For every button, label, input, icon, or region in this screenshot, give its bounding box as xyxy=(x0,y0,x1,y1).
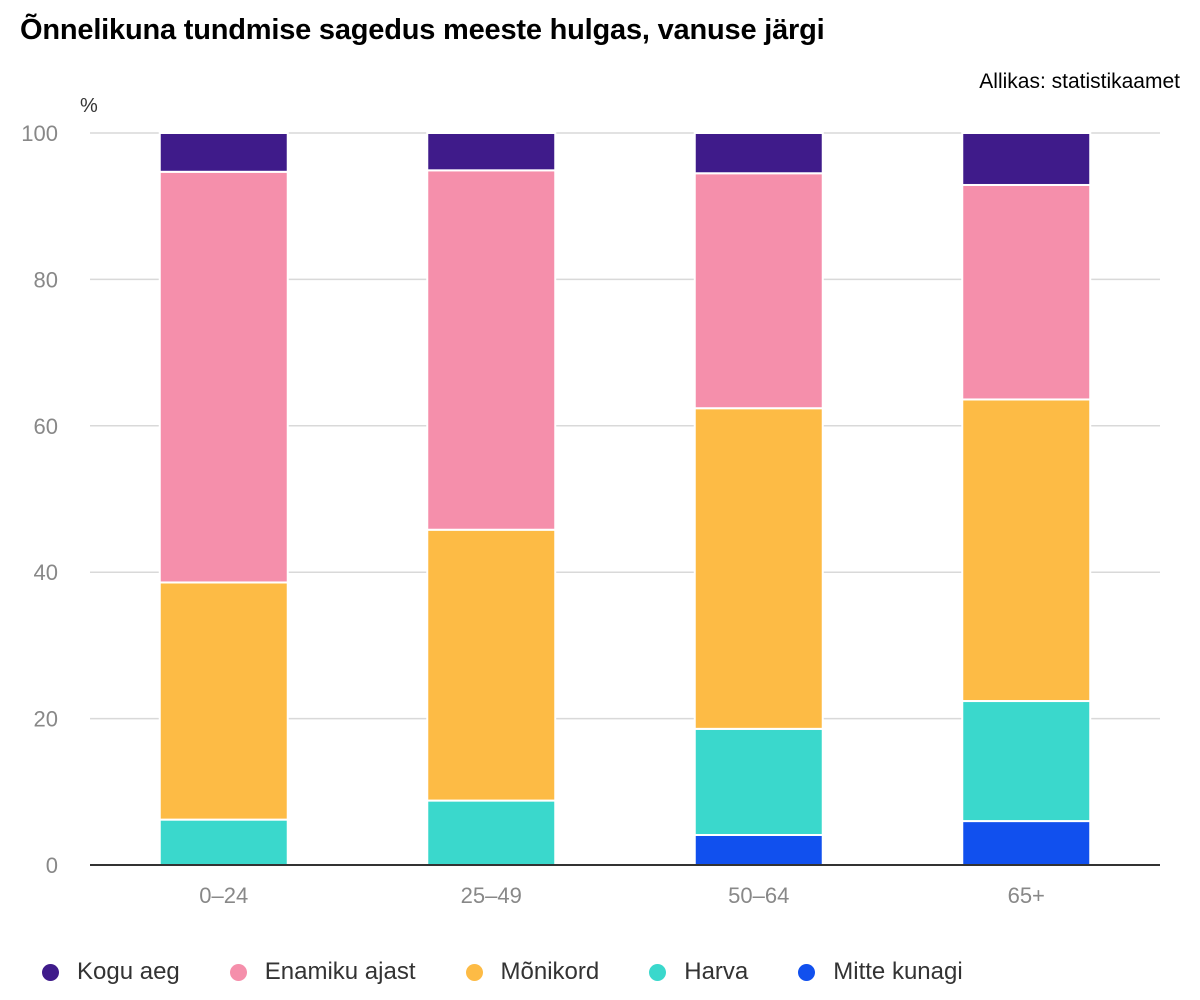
bar-stack xyxy=(158,132,289,867)
legend-label: Enamiku ajast xyxy=(264,958,416,985)
bar-stack xyxy=(426,132,557,866)
bar-segment xyxy=(693,727,824,836)
bar-segment xyxy=(961,132,1092,186)
bar-segment xyxy=(426,528,557,802)
y-tick-label: 80 xyxy=(34,267,58,292)
legend-item: Mitte kunagi xyxy=(798,958,963,986)
legend-label: Mitte kunagi xyxy=(833,958,963,985)
chart-title: Õnnelikuna tundmise sagedus meeste hulga… xyxy=(20,14,825,46)
bar-segment xyxy=(426,169,557,531)
chart-source: Allikas: statistikaamet xyxy=(979,70,1180,93)
chart-legend: Kogu aeg Enamiku ajast Mõnikord Harva Mitte … xyxy=(42,958,1013,986)
legend-item: Harva xyxy=(649,958,748,986)
legend-swatch-icon xyxy=(229,963,247,981)
bar-segment xyxy=(961,820,1092,867)
legend-swatch-icon xyxy=(798,963,816,981)
y-tick-label: 60 xyxy=(34,414,58,439)
legend-item: Mõnikord xyxy=(465,958,600,986)
y-tick-label: 20 xyxy=(34,707,58,732)
legend-label: Kogu aeg xyxy=(77,958,180,985)
x-axis-ticks: 0–24 25–49 50–64 65+ xyxy=(199,883,1045,908)
bar-segment xyxy=(426,799,557,866)
y-tick-label: 100 xyxy=(21,121,58,146)
y-axis-unit-label: % xyxy=(80,95,98,117)
legend-label: Mõnikord xyxy=(500,958,600,985)
y-axis-ticks: 0 20 40 60 80 100 xyxy=(21,121,58,878)
stacked-bar-chart: % 0 20 40 60 80 100 0–24 25–49 50–64 65+ xyxy=(21,95,1160,908)
bar-segment xyxy=(693,407,824,730)
legend-swatch-icon xyxy=(649,963,667,981)
bar-segment xyxy=(426,132,557,172)
bar-stack xyxy=(961,132,1092,867)
bar-segment xyxy=(961,700,1092,823)
bar-segment xyxy=(158,170,289,584)
bar-segment xyxy=(961,183,1092,401)
x-tick-label: 0–24 xyxy=(199,883,248,908)
bar-segment xyxy=(961,398,1092,703)
legend-swatch-icon xyxy=(42,963,59,981)
legend-swatch-icon xyxy=(465,963,483,981)
bar-segment xyxy=(693,833,824,866)
bar-segment xyxy=(158,132,289,173)
x-tick-label: 25–49 xyxy=(461,883,522,908)
legend-item: Enamiku ajast xyxy=(229,958,416,986)
bar-segment xyxy=(158,581,289,821)
x-tick-label: 65+ xyxy=(1008,883,1045,908)
y-tick-label: 0 xyxy=(46,853,58,878)
legend-label: Harva xyxy=(684,958,749,985)
bar-groups xyxy=(158,132,1092,867)
y-tick-label: 40 xyxy=(34,560,58,585)
x-tick-label: 50–64 xyxy=(728,883,789,908)
bar-segment xyxy=(693,172,824,410)
legend-item: Kogu aeg xyxy=(42,958,180,986)
bar-segment xyxy=(158,818,289,867)
bar-stack xyxy=(693,132,824,866)
bar-segment xyxy=(693,132,824,175)
